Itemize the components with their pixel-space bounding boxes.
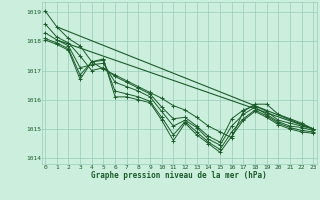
X-axis label: Graphe pression niveau de la mer (hPa): Graphe pression niveau de la mer (hPa) <box>91 171 267 180</box>
